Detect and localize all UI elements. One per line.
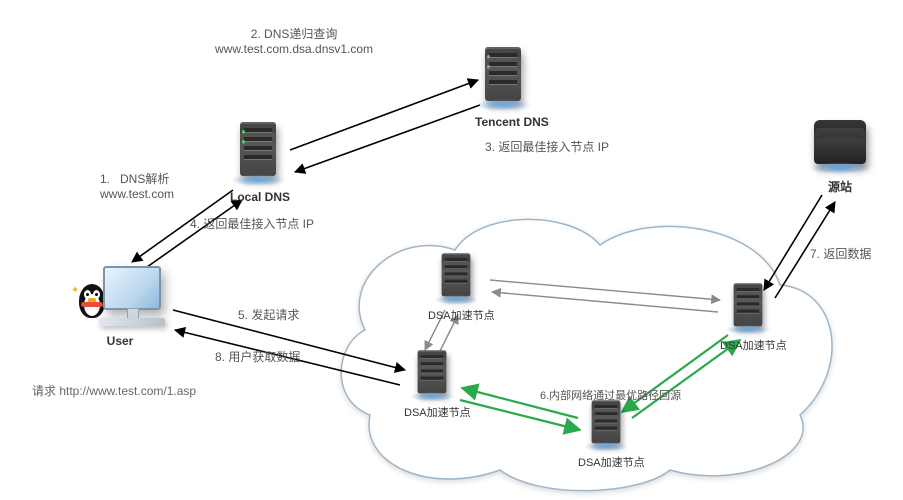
edge-7-label: 7. 返回数据 — [810, 245, 871, 262]
node-dsa-ne: DSA加速节点 — [720, 275, 787, 361]
node-local-dns: Local DNS — [230, 120, 290, 204]
dsa-nw-label: DSA加速节点 — [428, 307, 495, 323]
monitor-icon — [103, 266, 161, 310]
dsa-s-label: DSA加速节点 — [578, 454, 645, 470]
dsa-sw-label: DSA加速节点 — [404, 404, 471, 420]
user-label: User — [75, 334, 165, 348]
origin-label: 源站 — [810, 178, 870, 195]
footer-request: 请求 http://www.test.com/1.asp — [32, 382, 196, 399]
edge-5-label: 5. 发起请求 — [238, 306, 299, 323]
node-tencent-dns: Tencent DNS — [475, 45, 549, 129]
tencent-dns-label: Tencent DNS — [475, 115, 549, 129]
dsa-ne-label: DSA加速节点 — [720, 337, 787, 353]
server-icon — [584, 399, 629, 452]
diagram-canvas: { "diagram": { "type": "network", "backg… — [0, 0, 903, 500]
local-dns-label: Local DNS — [230, 190, 290, 204]
server-icon — [230, 120, 286, 186]
node-dsa-sw: DSA加速节点 — [404, 342, 471, 428]
user-icon — [75, 260, 165, 330]
edge-2-arrow — [290, 80, 478, 150]
edge-1-label: 1. DNS解析 www.test.com — [100, 170, 174, 201]
node-user: User — [75, 260, 165, 348]
node-origin: 源站 — [810, 120, 870, 195]
node-dsa-s: DSA加速节点 — [578, 392, 645, 478]
node-dsa-nw: DSA加速节点 — [428, 245, 495, 331]
edge-8-label: 8. 用户获取数据 — [215, 348, 300, 365]
storage-icon — [810, 120, 870, 174]
edge-2-label: 2. DNS递归查询 www.test.com.dsa.dnsv1.com — [215, 25, 373, 56]
edge-3-arrow — [295, 105, 480, 172]
server-icon — [475, 45, 531, 111]
edge-6-label: 6.内部网络通过最优路径回源 — [540, 387, 681, 403]
edge-4-label: 4. 返回最佳接入节点 IP — [190, 215, 314, 232]
edge-3-label: 3. 返回最佳接入节点 IP — [485, 138, 609, 155]
server-icon — [434, 252, 479, 305]
server-icon — [410, 349, 455, 402]
server-icon — [726, 282, 771, 335]
